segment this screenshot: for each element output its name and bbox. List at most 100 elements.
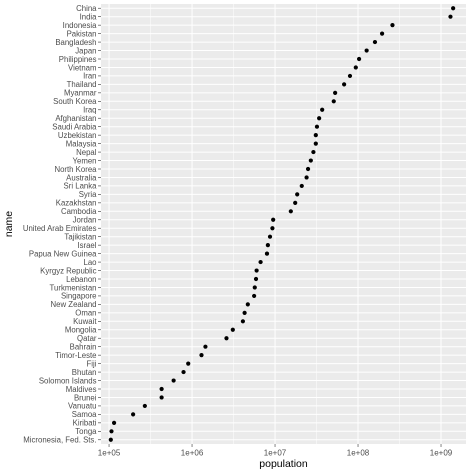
y-tick-label: Malaysia bbox=[66, 139, 97, 148]
y-tick-label: Myanmar bbox=[64, 89, 97, 98]
x-axis-tick-labels: 1e+05 1e+06 1e+07 1e+08 1e+09 bbox=[98, 444, 453, 458]
data-point bbox=[159, 386, 164, 392]
data-point bbox=[264, 251, 270, 256]
y-tick-label: China bbox=[76, 4, 97, 13]
y-tick-label: Afghanistan bbox=[55, 114, 96, 123]
data-point bbox=[304, 175, 309, 180]
y-tick-label: South Korea bbox=[53, 97, 97, 106]
grid-lines bbox=[101, 4, 466, 444]
data-point bbox=[299, 183, 304, 189]
data-point bbox=[230, 327, 235, 332]
y-tick-label: Kazakhstan bbox=[56, 199, 97, 208]
data-point bbox=[108, 437, 113, 442]
data-point bbox=[131, 412, 136, 417]
y-tick-label: Fiji bbox=[87, 359, 97, 368]
data-points bbox=[108, 6, 456, 442]
y-axis-title: name bbox=[3, 211, 15, 237]
data-point bbox=[254, 268, 259, 273]
y-tick-label: Nepal bbox=[76, 148, 97, 157]
data-point bbox=[258, 259, 263, 265]
y-tick-label: Australia bbox=[66, 173, 97, 182]
plot-panel bbox=[101, 4, 466, 444]
data-point bbox=[293, 200, 298, 205]
y-tick-label: India bbox=[80, 12, 98, 21]
x-tick-label: 1e+05 bbox=[98, 449, 121, 458]
data-point bbox=[390, 23, 395, 28]
y-tick-label: Thailand bbox=[67, 80, 97, 89]
x-tick-label: 1e+07 bbox=[264, 449, 287, 458]
data-point bbox=[372, 39, 378, 45]
data-point bbox=[271, 217, 276, 222]
data-point bbox=[252, 285, 257, 290]
data-point bbox=[317, 116, 322, 121]
data-point bbox=[186, 361, 191, 366]
data-point bbox=[109, 429, 114, 434]
y-tick-label: Syria bbox=[79, 190, 97, 199]
data-point bbox=[320, 107, 325, 112]
y-tick-label: Timor-Leste bbox=[55, 351, 96, 360]
data-point bbox=[142, 403, 147, 409]
y-tick-label: Iran bbox=[83, 72, 96, 81]
data-point bbox=[224, 336, 229, 341]
x-tick-label: 1e+06 bbox=[181, 449, 204, 458]
data-point bbox=[347, 73, 353, 79]
data-point bbox=[451, 6, 456, 11]
data-point bbox=[356, 56, 362, 62]
y-tick-label: Bhutan bbox=[72, 368, 97, 377]
data-point bbox=[353, 65, 358, 70]
y-tick-label: Sri Lanka bbox=[64, 182, 98, 191]
data-point bbox=[313, 141, 318, 146]
y-tick-label: Tonga bbox=[75, 427, 97, 436]
x-tick-label: 1e+09 bbox=[430, 449, 453, 458]
y-tick-label: Indonesia bbox=[63, 21, 97, 30]
data-point bbox=[253, 276, 259, 282]
x-tick-label: 1e+08 bbox=[347, 449, 370, 458]
data-point bbox=[333, 90, 338, 95]
y-tick-label: Yemen bbox=[73, 156, 97, 165]
data-point bbox=[314, 124, 320, 129]
y-tick-label: Saudi Arabia bbox=[52, 122, 97, 131]
y-tick-label: Philippines bbox=[59, 55, 97, 64]
y-tick-label: Qatar bbox=[77, 334, 97, 343]
y-tick-label: Samoa bbox=[72, 410, 97, 419]
y-tick-label: Turkmenistan bbox=[50, 283, 97, 292]
data-point bbox=[203, 344, 208, 349]
y-tick-label: Pakistan bbox=[67, 29, 97, 38]
data-point bbox=[242, 310, 247, 315]
y-tick-label: Maldives bbox=[66, 385, 97, 394]
data-point bbox=[448, 14, 453, 19]
data-point bbox=[305, 166, 311, 172]
y-tick-label: Solomon Islands bbox=[39, 376, 97, 385]
data-point bbox=[159, 395, 164, 400]
data-point bbox=[342, 82, 347, 87]
y-tick-label: Lebanon bbox=[66, 275, 96, 284]
y-tick-label: Lao bbox=[83, 258, 97, 267]
y-tick-label: Kuwait bbox=[73, 317, 97, 326]
y-tick-label: Iraq bbox=[83, 106, 96, 115]
data-point bbox=[181, 369, 186, 375]
y-axis-tick-labels: ChinaIndiaIndonesiaPakistanBangladeshJap… bbox=[23, 4, 101, 445]
y-tick-label: Uzbekistan bbox=[58, 131, 97, 140]
data-point bbox=[313, 133, 318, 138]
y-tick-label: Mongolia bbox=[65, 326, 97, 335]
data-point bbox=[240, 319, 245, 324]
data-point bbox=[252, 293, 257, 299]
y-tick-label: Vanuatu bbox=[68, 402, 96, 411]
y-tick-label: Japan bbox=[75, 46, 96, 55]
y-tick-label: Micronesia, Fed. Sts. bbox=[23, 436, 96, 445]
data-point bbox=[199, 353, 204, 358]
x-axis-title: population bbox=[259, 458, 308, 470]
y-tick-label: Kiribati bbox=[73, 419, 97, 428]
y-tick-label: Oman bbox=[75, 309, 96, 318]
data-point bbox=[288, 209, 293, 214]
data-point bbox=[270, 226, 275, 231]
y-tick-label: New Zealand bbox=[51, 300, 97, 309]
data-point bbox=[308, 158, 313, 163]
data-point bbox=[171, 378, 176, 383]
data-point bbox=[364, 48, 369, 53]
data-point bbox=[331, 99, 336, 104]
y-tick-label: Papua New Guinea bbox=[29, 249, 97, 258]
y-tick-label: Kyrgyz Republic bbox=[40, 266, 96, 275]
data-point bbox=[111, 420, 117, 425]
